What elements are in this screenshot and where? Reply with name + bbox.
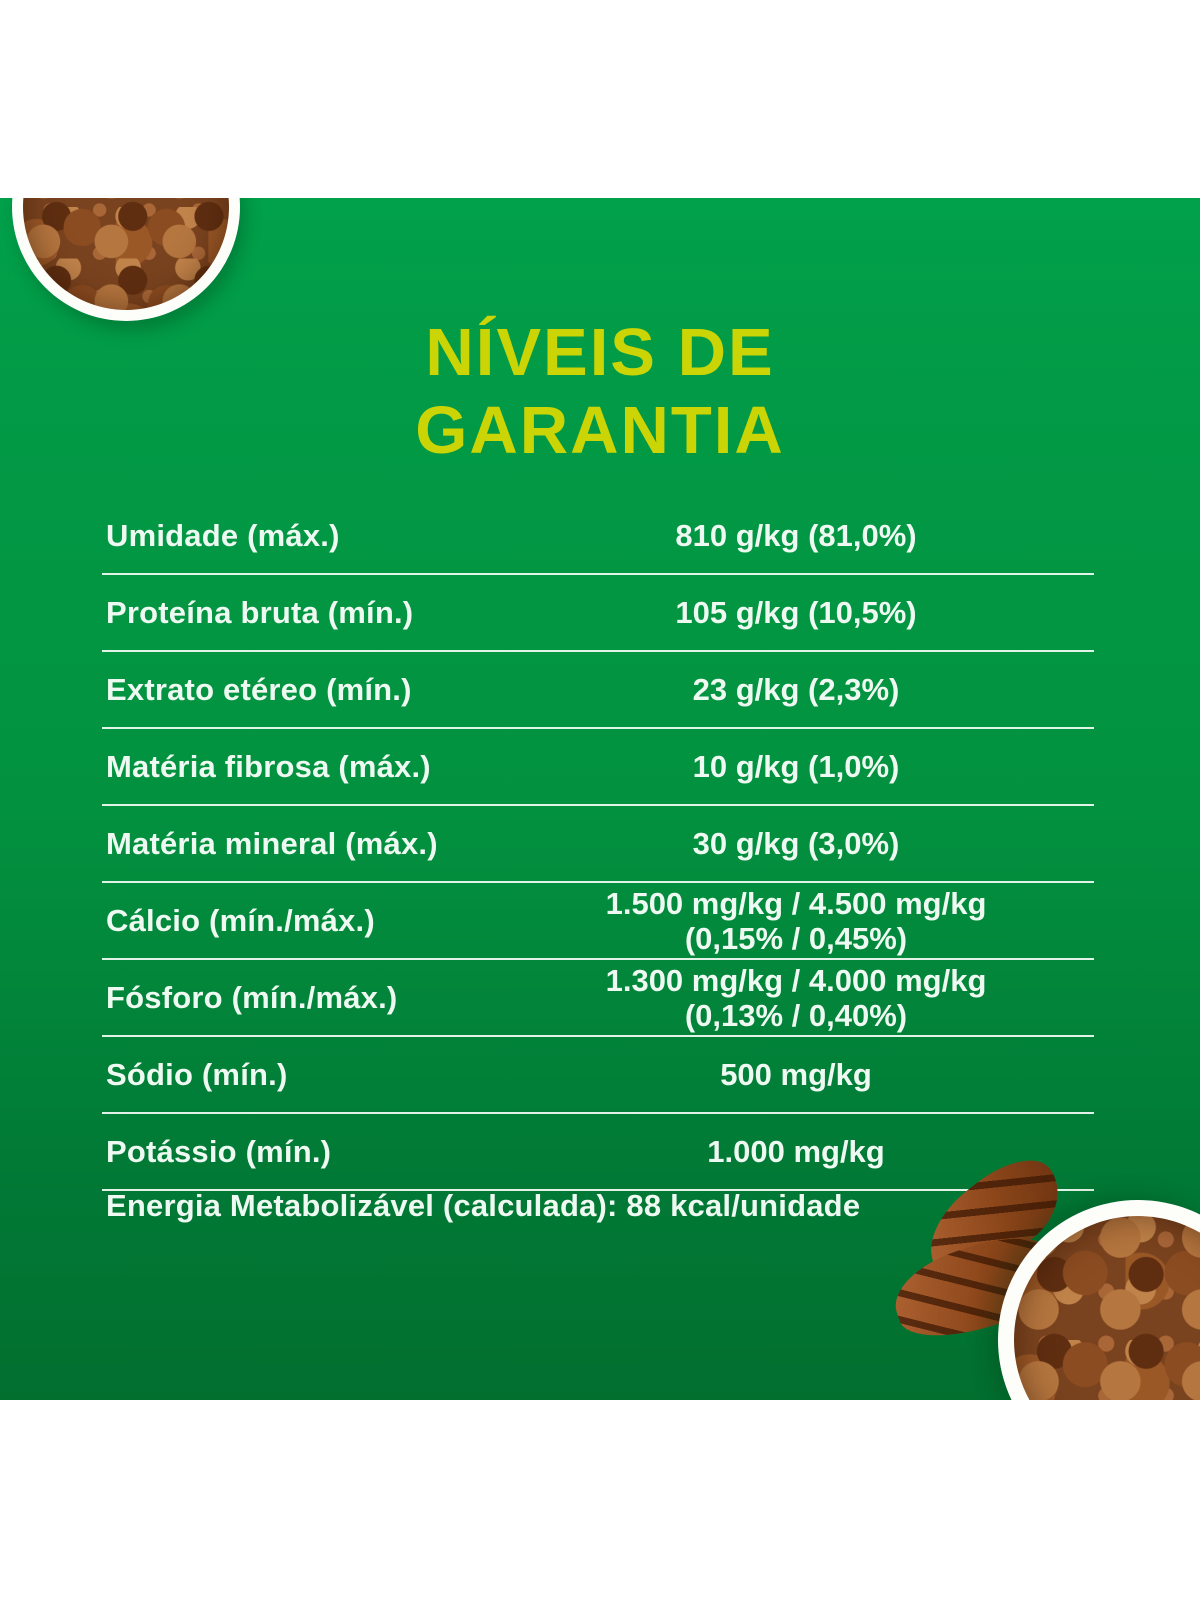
row-label: Potássio (mín.) <box>106 1133 332 1169</box>
row-label: Cálcio (mín./máx.) <box>106 902 375 938</box>
row-value: 1.300 mg/kg / 4.000 mg/kg (0,13% / 0,40%) <box>605 962 987 1033</box>
bottom-white-band <box>0 1400 1200 1600</box>
bowl-bottom-right-photo <box>998 1200 1200 1400</box>
bowl-top-left-photo <box>12 198 240 321</box>
table-row: Extrato etéreo (mín.) 23 g/kg (2,3%) <box>102 652 1094 729</box>
table-row: Sódio (mín.) 500 mg/kg <box>102 1037 1094 1114</box>
title-line-1: NÍVEIS DE <box>425 315 775 390</box>
guarantee-table: Umidade (máx.) 810 g/kg (81,0%) Proteína… <box>102 498 1094 1191</box>
row-value: 30 g/kg (3,0%) <box>692 826 900 861</box>
energy-note: Energia Metabolizável (calculada): 88 kc… <box>106 1188 861 1223</box>
pet-food-chunks <box>1014 1216 1200 1400</box>
top-white-band <box>0 0 1200 198</box>
green-panel: NÍVEIS DE GARANTIA Umidade (máx.) 810 g/… <box>0 198 1200 1400</box>
row-value: 1.500 mg/kg / 4.500 mg/kg (0,15% / 0,45%) <box>605 885 987 956</box>
table-row: Cálcio (mín./máx.) 1.500 mg/kg / 4.500 m… <box>102 883 1094 960</box>
table-row: Fósforo (mín./máx.) 1.300 mg/kg / 4.000 … <box>102 960 1094 1037</box>
page-title: NÍVEIS DE GARANTIA <box>0 314 1200 470</box>
row-value: 1.000 mg/kg <box>707 1134 885 1169</box>
table-row: Umidade (máx.) 810 g/kg (81,0%) <box>102 498 1094 575</box>
row-label: Proteína bruta (mín.) <box>106 594 414 630</box>
table-row: Potássio (mín.) 1.000 mg/kg <box>102 1114 1094 1191</box>
row-label: Sódio (mín.) <box>106 1056 288 1092</box>
table-row: Proteína bruta (mín.) 105 g/kg (10,5%) <box>102 575 1094 652</box>
table-row: Matéria mineral (máx.) 30 g/kg (3,0%) <box>102 806 1094 883</box>
pet-food-chunks <box>23 198 229 310</box>
row-value: 23 g/kg (2,3%) <box>692 672 900 707</box>
row-value: 810 g/kg (81,0%) <box>675 518 917 553</box>
title-line-2: GARANTIA <box>415 393 785 468</box>
row-label: Extrato etéreo (mín.) <box>106 671 412 707</box>
row-value: 10 g/kg (1,0%) <box>692 749 900 784</box>
table-row: Matéria fibrosa (máx.) 10 g/kg (1,0%) <box>102 729 1094 806</box>
row-value: 105 g/kg (10,5%) <box>675 595 917 630</box>
row-label: Matéria mineral (máx.) <box>106 825 438 861</box>
row-label: Umidade (máx.) <box>106 517 340 553</box>
row-value: 500 mg/kg <box>720 1057 872 1092</box>
row-label: Fósforo (mín./máx.) <box>106 979 398 1015</box>
row-label: Matéria fibrosa (máx.) <box>106 748 431 784</box>
